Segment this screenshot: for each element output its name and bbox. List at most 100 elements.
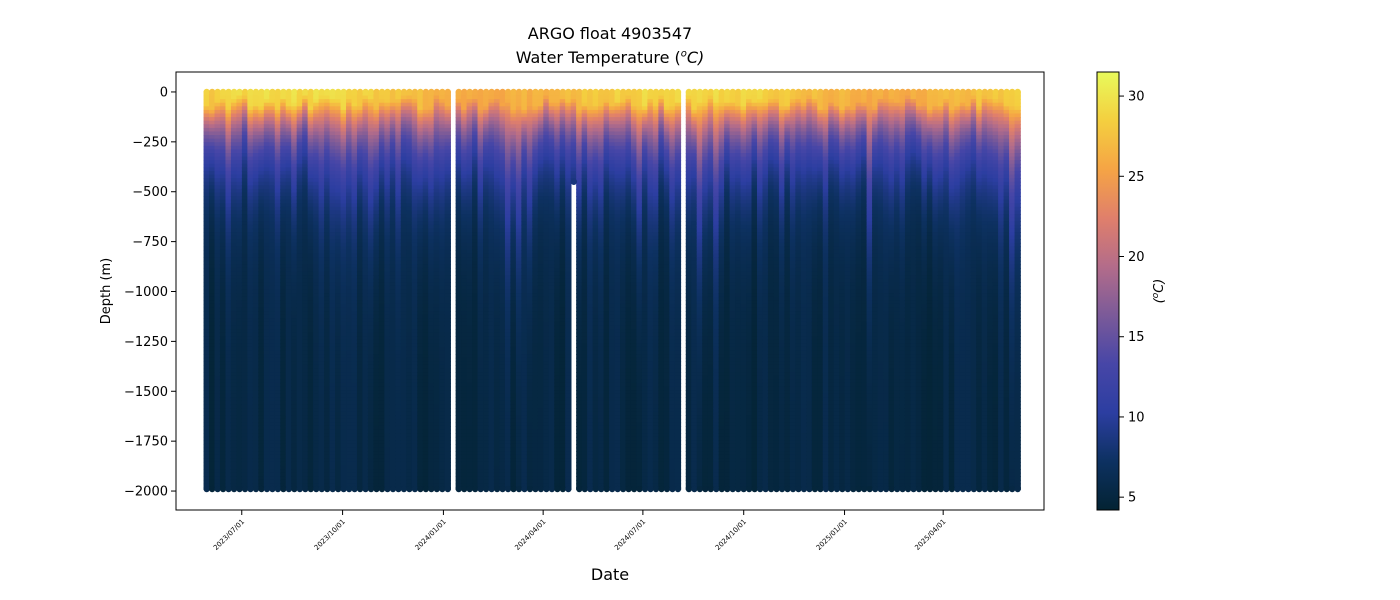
profile-cell (252, 300, 260, 305)
profile-cell (247, 199, 254, 205)
profile-cell (263, 425, 271, 431)
profile-cell (263, 476, 271, 481)
profile-cell (203, 443, 210, 449)
profile-cell (236, 131, 243, 136)
profile-cell (258, 203, 265, 208)
profile-cell (263, 217, 271, 223)
profile-column (225, 91, 232, 490)
profile-cell (214, 400, 221, 406)
profile-cell (214, 393, 221, 399)
profile-cell (219, 314, 227, 320)
profile-cell (263, 321, 271, 327)
profile-cell (269, 153, 276, 158)
profile-cell (219, 296, 227, 302)
profile-cell (274, 221, 282, 226)
profile-cell (203, 260, 210, 266)
profile-cell (280, 314, 287, 320)
profile-cell (280, 372, 287, 377)
profile-cell (263, 318, 271, 323)
profile-cell (214, 429, 221, 434)
profile-cell (258, 400, 265, 406)
profile-cell (225, 285, 232, 291)
profile-cell (258, 135, 265, 140)
profile-cell (203, 246, 210, 251)
profile-cell (280, 142, 287, 147)
profile-cell (258, 117, 265, 122)
profile-cell (280, 185, 287, 190)
profile-cell (203, 296, 210, 302)
profile-cell (241, 390, 249, 395)
profile-cell (269, 393, 276, 399)
profile-cell (219, 120, 227, 126)
profile-column (274, 91, 282, 490)
profile-cell (252, 124, 260, 129)
profile-cell (241, 425, 249, 431)
profile-cell (258, 296, 265, 302)
profile-cell (274, 214, 282, 219)
profile-cell (247, 479, 254, 485)
profile-cell (258, 142, 265, 147)
profile-cell (230, 232, 238, 237)
profile-cell (225, 318, 232, 323)
profile-cell (203, 102, 210, 108)
profile-cell (280, 397, 287, 402)
profile-cell (230, 264, 238, 269)
profile-cell (230, 174, 238, 179)
profile-cell (274, 145, 282, 151)
profile-cell (258, 483, 265, 488)
profile-cell (209, 232, 216, 237)
profile-cell (247, 160, 254, 165)
profile-cell (230, 246, 238, 251)
profile-cell (203, 188, 210, 194)
profile-cell (241, 242, 249, 248)
profile-cell (252, 214, 260, 219)
profile-cell (241, 472, 249, 478)
profile-cell (258, 311, 265, 316)
profile-cell (225, 429, 232, 434)
profile-cell (241, 170, 249, 176)
profile-cell (274, 346, 282, 352)
profile-cell (269, 285, 276, 291)
profile-cell (252, 386, 260, 391)
profile-cell (219, 408, 227, 413)
profile-cell (263, 343, 271, 348)
profile-cell (219, 343, 227, 348)
profile-cell (258, 447, 265, 452)
profile-cell (230, 160, 238, 165)
profile-cell (252, 418, 260, 424)
profile-cell (280, 246, 287, 251)
profile-cell (258, 386, 265, 391)
profile-cell (236, 372, 243, 377)
profile-cell (258, 235, 265, 241)
profile-cell (230, 235, 238, 241)
profile-cell (263, 332, 271, 337)
profile-cell (269, 461, 276, 467)
profile-cell (225, 303, 232, 309)
profile-cell (241, 346, 249, 352)
profile-cell (209, 458, 216, 463)
profile-cell (209, 106, 216, 111)
profile-cell (258, 239, 265, 244)
profile-cell (225, 257, 232, 262)
profile-cell (225, 425, 232, 431)
profile-cell (214, 192, 221, 197)
profile-cell (209, 451, 216, 456)
profile-cell (214, 289, 221, 294)
profile-cell (258, 228, 265, 233)
profile-cell (241, 422, 249, 427)
profile-cell (209, 454, 216, 460)
profile-cell (269, 300, 276, 305)
profile-cell (252, 228, 260, 233)
profile-cell (219, 458, 227, 463)
profile-cell (274, 170, 282, 176)
profile-cell (247, 397, 254, 402)
profile-cell (247, 415, 254, 420)
profile-cell (263, 479, 271, 485)
profile-cell (241, 336, 249, 341)
profile-cell (258, 476, 265, 481)
profile-cell (219, 372, 227, 377)
profile-cell (225, 408, 232, 413)
profile-cell (236, 235, 243, 241)
profile-cell (247, 336, 254, 341)
profile-cell (247, 120, 254, 126)
